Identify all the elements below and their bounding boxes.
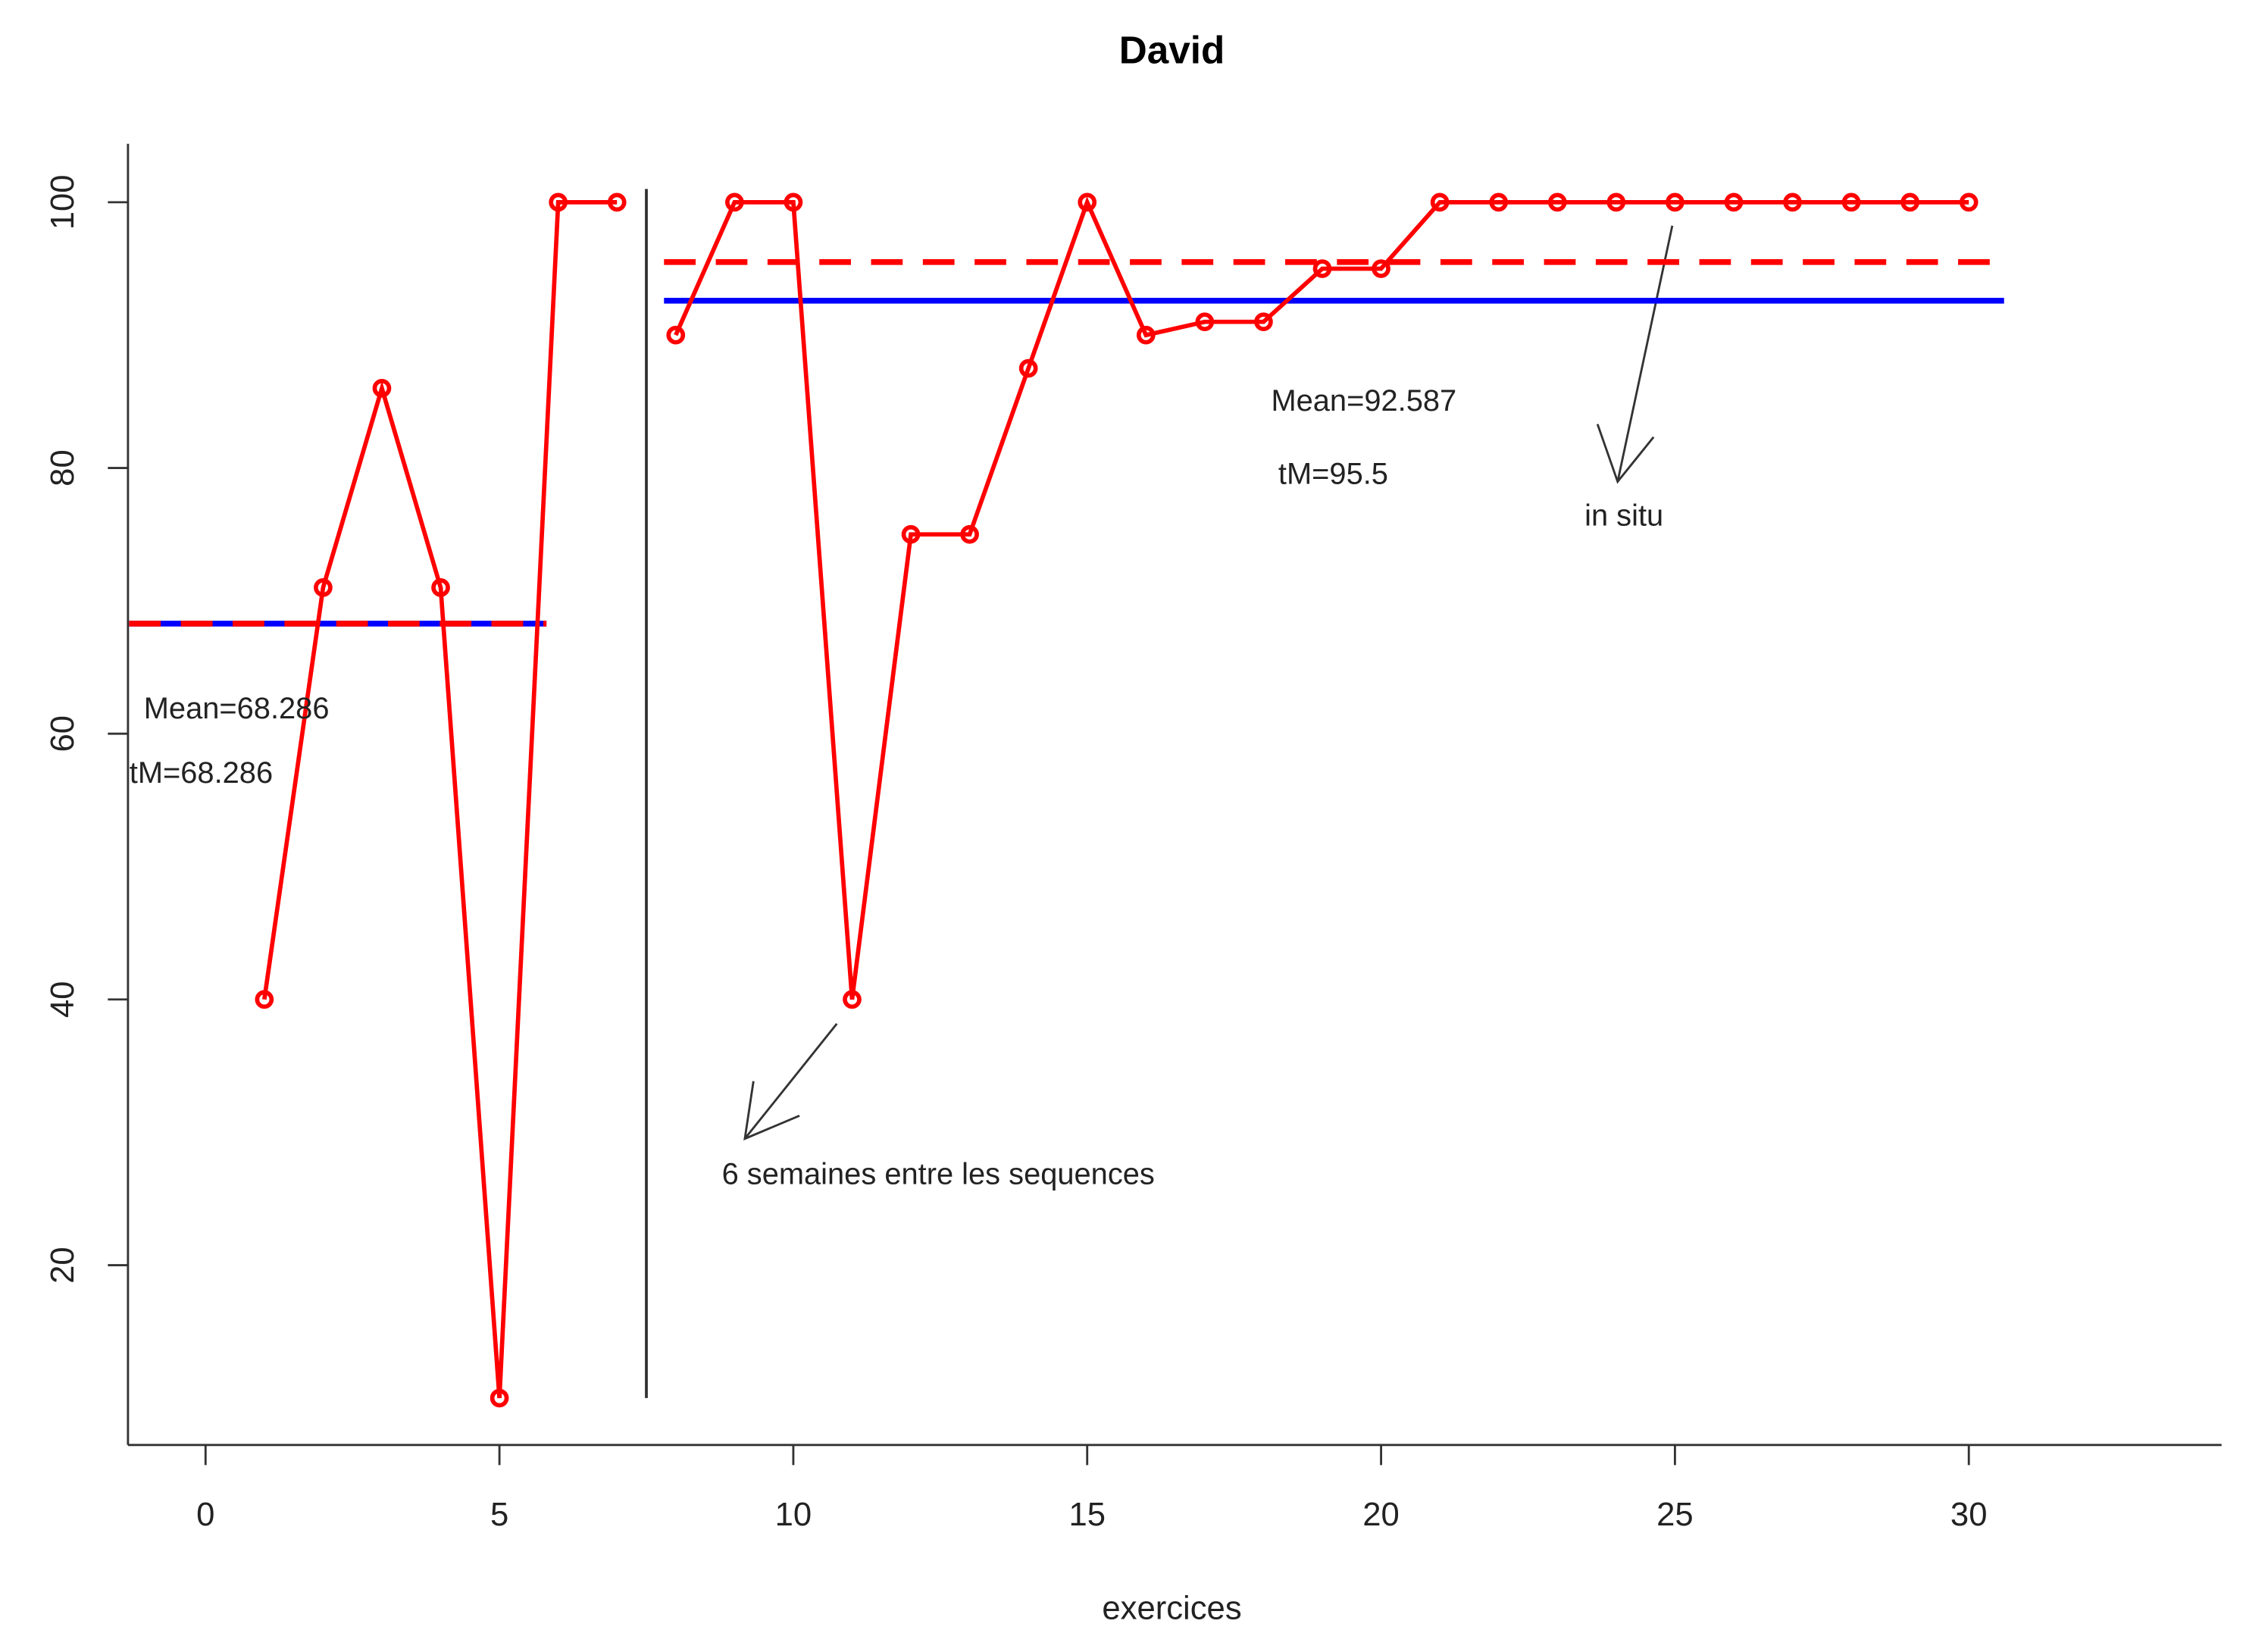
annotation: tM=95.5 [1278,458,1388,491]
data-point [1254,312,1273,332]
data-line [674,196,1969,1000]
data-point [1547,192,1567,212]
x-tick-label: 15 [1068,1496,1106,1533]
x-tick-label: 30 [1950,1496,1988,1533]
data-point [607,192,627,212]
y-tick-label: 80 [44,449,81,487]
x-tick-label: 25 [1656,1496,1694,1533]
data-point [1312,259,1332,278]
data-point [255,990,274,1009]
data-line [262,200,618,1399]
data-point [1489,192,1509,212]
data-point [901,524,921,544]
data-point [666,325,686,345]
x-tick-label: 0 [196,1496,214,1533]
arrow-head [743,1081,800,1140]
y-tick-label: 20 [44,1247,81,1284]
data-point [490,1388,509,1408]
data-point [1900,192,1919,212]
data-point [784,192,803,212]
data-point [1018,358,1038,378]
chart-title: David [1119,29,1225,72]
y-tick-label: 100 [44,174,81,230]
y-tick-label: 60 [44,715,81,752]
arrow [743,1022,838,1140]
data-point [372,379,392,398]
data-point [1372,259,1390,278]
data-point [1136,325,1156,345]
data-point [1195,312,1215,332]
data-point [1959,192,1979,212]
annotation: 6 semaines entre les sequences [722,1158,1155,1191]
arrows [743,225,1674,1140]
arrow-head [1596,424,1655,484]
data-point [1666,192,1684,212]
data-point [1841,192,1861,212]
y-tick-label: 40 [44,981,81,1018]
data-point [1724,192,1744,212]
data-point [960,524,979,544]
annotation: tM=68.286 [130,756,273,790]
x-axis-label: exercices [1102,1590,1241,1627]
data-point [549,192,568,212]
data-point [1783,192,1802,212]
annotation: Mean=68.286 [144,692,330,725]
annotation: Mean=92.587 [1271,384,1456,418]
data-point [1430,192,1450,212]
annotation: in situ [1584,499,1663,533]
data-point [725,192,744,212]
data-point [843,990,862,1009]
x-tick-label: 20 [1362,1496,1400,1533]
x-tick-label: 5 [490,1496,508,1533]
data-point [1078,192,1097,212]
data-point [431,578,450,597]
data-point [1606,192,1626,212]
x-tick-label: 10 [775,1496,812,1533]
arrow [1616,225,1674,482]
data-point [314,578,333,597]
